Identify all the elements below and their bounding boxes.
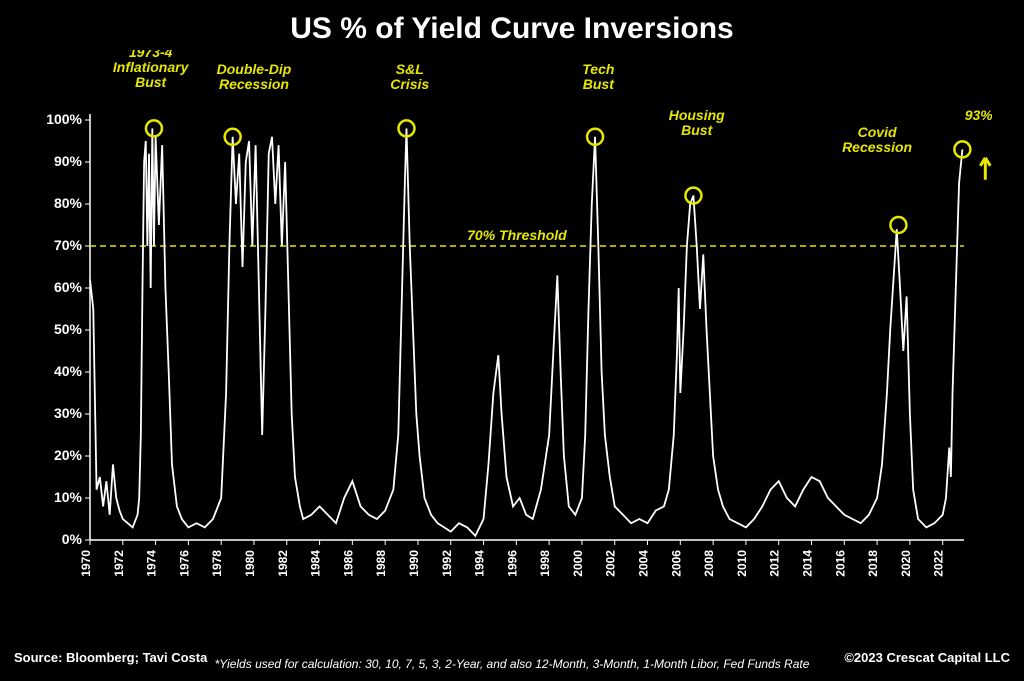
svg-text:Inflationary: Inflationary <box>113 59 190 75</box>
svg-text:93%: 93% <box>965 107 992 123</box>
svg-text:2012: 2012 <box>768 550 782 577</box>
svg-text:2020: 2020 <box>899 550 913 577</box>
svg-text:2000: 2000 <box>571 550 585 577</box>
svg-text:2014: 2014 <box>801 550 815 577</box>
svg-text:1976: 1976 <box>177 550 191 577</box>
svg-text:1974: 1974 <box>145 550 159 577</box>
chart-area: 0% 10% 20% 30% 40% 50% 60% 70% 80% 90% 100% 1970 197… <box>32 50 992 590</box>
svg-text:10%: 10% <box>54 489 83 505</box>
svg-text:2022: 2022 <box>932 550 946 577</box>
svg-text:Crisis: Crisis <box>390 76 429 92</box>
svg-text:40%: 40% <box>54 363 83 379</box>
svg-text:Double-Dip: Double-Dip <box>217 61 292 77</box>
svg-text:70%: 70% <box>54 237 83 253</box>
svg-text:1996: 1996 <box>505 550 519 577</box>
svg-text:1972: 1972 <box>112 550 126 577</box>
svg-text:30%: 30% <box>54 405 83 421</box>
svg-text:2006: 2006 <box>669 550 683 577</box>
chart-svg: 0% 10% 20% 30% 40% 50% 60% 70% 80% 90% 100% 1970 197… <box>32 50 992 590</box>
svg-text:Bust: Bust <box>681 122 713 138</box>
svg-text:20%: 20% <box>54 447 83 463</box>
svg-text:Recession: Recession <box>219 76 289 92</box>
svg-text:0%: 0% <box>62 531 83 547</box>
svg-text:1980: 1980 <box>243 550 257 577</box>
svg-text:2010: 2010 <box>735 550 749 577</box>
svg-text:1988: 1988 <box>374 550 388 577</box>
svg-text:80%: 80% <box>54 195 83 211</box>
svg-text:70% Threshold: 70% Threshold <box>467 227 567 243</box>
svg-text:1986: 1986 <box>341 550 355 577</box>
svg-text:1992: 1992 <box>440 550 454 577</box>
copyright-text: ©2023 Crescat Capital LLC <box>844 650 1010 665</box>
svg-text:100%: 100% <box>46 111 82 127</box>
svg-text:1978: 1978 <box>210 550 224 577</box>
chart-title: US % of Yield Curve Inversions <box>0 0 1024 50</box>
svg-text:1982: 1982 <box>276 550 290 577</box>
svg-text:Tech: Tech <box>582 61 614 77</box>
svg-text:2018: 2018 <box>866 550 880 577</box>
svg-text:Bust: Bust <box>135 74 167 90</box>
svg-text:2016: 2016 <box>833 550 847 577</box>
svg-text:90%: 90% <box>54 153 83 169</box>
svg-text:Covid: Covid <box>858 124 897 140</box>
svg-text:1990: 1990 <box>407 550 421 577</box>
svg-text:1994: 1994 <box>473 550 487 577</box>
svg-text:1970: 1970 <box>79 550 93 577</box>
svg-text:Bust: Bust <box>583 76 615 92</box>
svg-text:S&L: S&L <box>396 61 424 77</box>
svg-text:60%: 60% <box>54 279 83 295</box>
svg-text:2002: 2002 <box>604 550 618 577</box>
svg-text:Housing: Housing <box>669 107 725 123</box>
svg-text:2008: 2008 <box>702 550 716 577</box>
svg-text:50%: 50% <box>54 321 83 337</box>
svg-text:Recession: Recession <box>842 139 912 155</box>
svg-text:1984: 1984 <box>309 550 323 577</box>
svg-text:1998: 1998 <box>538 550 552 577</box>
svg-text:2004: 2004 <box>637 550 651 577</box>
